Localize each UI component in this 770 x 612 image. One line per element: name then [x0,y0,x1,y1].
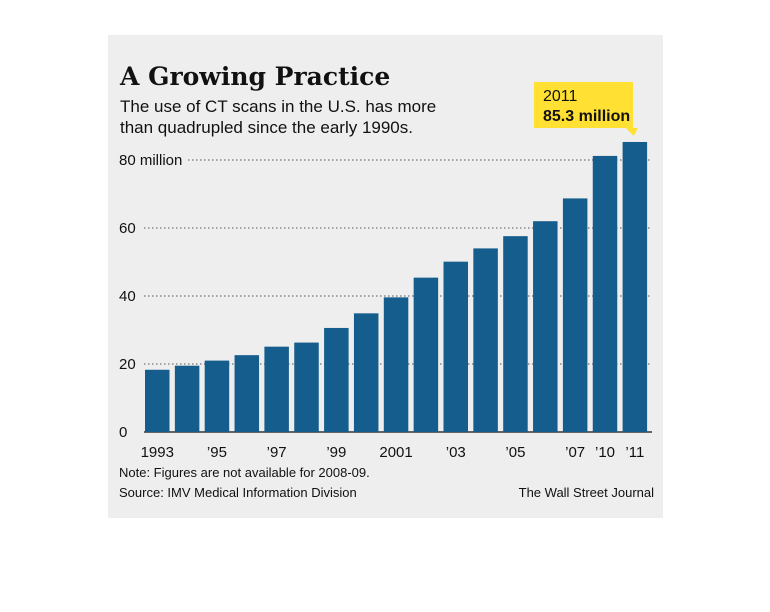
y-tick-label: 80 million [119,152,182,169]
callout: 2011 85.3 million [534,82,638,136]
bar-2011 [622,141,648,432]
bar-2005 [503,236,528,432]
bar-1996 [234,355,260,432]
x-tick-label: ’05 [505,444,525,461]
chart-subtitle-line-1: The use of CT scans in the U.S. has more [120,97,436,116]
chart-note: Note: Figures are not available for 2008… [119,465,370,480]
x-tick-label: ’03 [446,444,466,461]
x-tick-label: ’97 [267,444,287,461]
bar-1995 [204,360,230,432]
bar-2002 [413,277,439,432]
callout-box [534,82,638,136]
callout-value: 85.3 million [543,108,630,125]
bar-1998 [294,342,319,432]
bar-2000 [353,313,379,432]
bar-2003 [443,261,468,432]
chart-title: A Growing Practice [119,62,390,91]
y-tick-label: 20 [119,356,136,373]
bar-1997 [264,346,289,432]
chart-svg: A Growing Practice The use of CT scans i… [119,62,654,500]
x-tick-label: ’99 [326,444,346,461]
y-tick-label: 60 [119,220,136,237]
x-tick-label: ’07 [565,444,585,461]
chart-subtitle-line-2: than quadrupled since the early 1990s. [120,118,413,137]
bar-1999 [324,327,349,432]
x-tick-label: 1993 [141,444,174,461]
chart-credit: The Wall Street Journal [519,485,654,500]
bar-2010 [592,155,618,433]
callout-year: 2011 [543,88,578,105]
x-tick-labels: 1993 ’95 ’97 ’99 2001 ’03 ’05 ’07 ’10 ’11 [141,444,645,461]
bar-2007 [562,198,588,432]
bar-1994 [174,365,200,432]
y-tick-label: 40 [119,288,136,305]
y-tick-labels: 0 20 40 60 80 million [119,152,182,441]
x-tick-label: ’10 [595,444,615,461]
x-tick-label: ’95 [207,444,227,461]
chart-panel: A Growing Practice The use of CT scans i… [108,35,663,518]
bar-1993 [145,369,170,432]
y-tick-label: 0 [119,424,127,441]
x-tick-label: ’11 [625,444,644,461]
bar-2001 [383,297,409,432]
bar-2004 [473,248,498,432]
chart-source: Source: IMV Medical Information Division [119,485,357,500]
bar-2006 [533,221,558,432]
bars [145,141,648,433]
x-tick-label: 2001 [379,444,412,461]
